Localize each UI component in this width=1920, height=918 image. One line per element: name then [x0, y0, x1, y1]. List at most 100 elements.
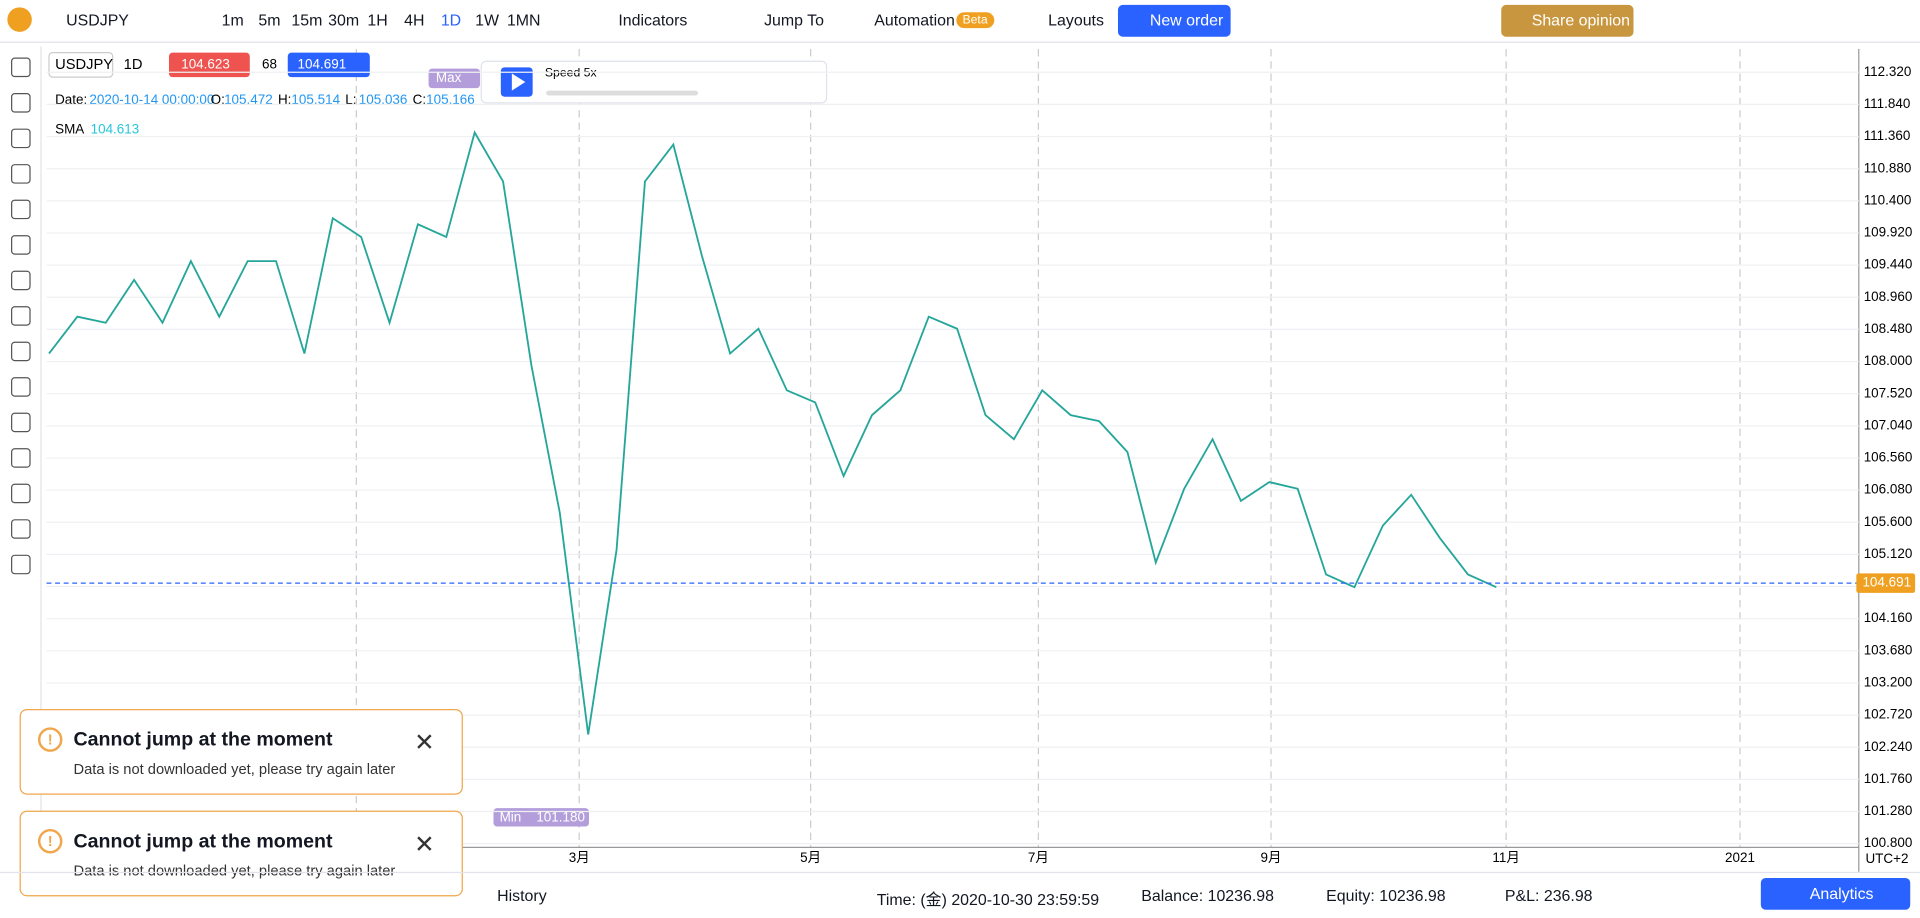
y-tick-label: 105.120 — [1864, 546, 1913, 561]
analytics[interactable]: Analytics — [1760, 877, 1911, 910]
max: Max — [436, 70, 462, 85]
y-tick-label: 104.160 — [1864, 610, 1913, 625]
tf[interactable]: 15m — [291, 11, 323, 30]
x-label: 5月 — [800, 850, 821, 865]
y-tick-label: 108.960 — [1864, 289, 1913, 304]
speed-track[interactable] — [546, 90, 698, 96]
label: H: — [278, 92, 291, 107]
close: 105.166 — [426, 92, 475, 107]
sma: 104.613 — [91, 121, 140, 136]
toast: ! Cannot jump at the moment Data is not do… — [19, 708, 463, 795]
label: L: — [345, 92, 356, 107]
y-tick-label: 106.080 — [1864, 482, 1913, 497]
y-tick-label: 103.680 — [1864, 642, 1913, 657]
min: Min — [500, 810, 522, 825]
y-tick-label: 112.320 — [1864, 64, 1912, 79]
tf[interactable]: 1D — [440, 11, 462, 30]
toast-text: Data is not downloaded yet, please try a… — [73, 760, 396, 778]
y-tick-label: 110.880 — [1864, 160, 1912, 175]
layouts[interactable]: Layouts — [1048, 11, 1104, 30]
y-tick-label: 108.480 — [1864, 321, 1913, 336]
beta-badge: Beta — [956, 12, 994, 29]
play-icon — [511, 73, 526, 91]
time: Time: (金) 2020-10-30 23:59:59 — [876, 890, 1100, 909]
tf[interactable]: 30m — [328, 11, 360, 30]
share-opinion[interactable]: Share opinion — [1501, 4, 1634, 37]
y-tick-label: 107.520 — [1864, 385, 1913, 400]
y-tick-label: 101.280 — [1864, 803, 1913, 818]
min-badge — [493, 808, 589, 827]
tf[interactable]: 1m — [221, 11, 244, 30]
x-label: 2021 — [1725, 850, 1755, 865]
y-tick-label: 102.720 — [1864, 707, 1913, 722]
low: 105.036 — [359, 92, 408, 107]
ask: 104.691 — [298, 56, 347, 71]
y-tick-label: 107.040 — [1864, 417, 1913, 432]
label: C: — [413, 92, 426, 107]
high: 105.514 — [291, 92, 340, 107]
indicators[interactable]: Indicators — [618, 11, 688, 30]
x-label: 3月 — [569, 850, 590, 865]
label: Date: — [55, 92, 87, 107]
timezone: UTC+2 — [1865, 851, 1908, 866]
tf[interactable]: 4H — [404, 11, 425, 30]
tf[interactable]: 1H — [367, 11, 388, 30]
open: 105.472 — [224, 92, 273, 107]
y-tick-label: 106.560 — [1864, 450, 1913, 465]
bid-box[interactable] — [168, 52, 250, 78]
tf[interactable]: 1W — [475, 11, 499, 30]
y-tick-label: 105.600 — [1864, 514, 1913, 529]
legend-symbol: USDJPY — [55, 57, 113, 73]
toast-text: Data is not downloaded yet, please try a… — [73, 862, 396, 880]
tf[interactable]: 5m — [258, 11, 281, 30]
spread: 68 — [262, 56, 277, 71]
replay-player — [480, 60, 828, 104]
new-order[interactable]: New order — [1117, 4, 1231, 37]
tf[interactable]: 1MN — [506, 11, 541, 30]
current-price-box — [1856, 573, 1916, 593]
toast-title: Cannot jump at the moment — [73, 831, 333, 853]
footer: History Time: (金) 2020-10-30 23:59:59 Ba… — [0, 871, 1920, 918]
history-tab[interactable]: History — [497, 886, 547, 905]
warn-icon: ! — [37, 828, 63, 854]
y-tick-label: 100.800 — [1864, 835, 1913, 850]
toast: ! Cannot jump at the moment Data is not do… — [19, 810, 463, 897]
equity: Equity: 10236.98 — [1326, 886, 1446, 905]
date: 2020-10-14 00:00:00 — [89, 92, 214, 107]
y-tick-label: 109.920 — [1864, 225, 1913, 240]
x-label: 11月 — [1492, 850, 1519, 865]
y-tick-label: 109.440 — [1864, 257, 1913, 272]
y-tick-label: 111.360 — [1864, 128, 1911, 143]
y-tick-label: 103.200 — [1864, 675, 1913, 690]
symbol[interactable]: USDJPY — [66, 11, 129, 30]
min-value: 101.180 — [536, 810, 585, 825]
pnl: P&L: 236.98 — [1504, 886, 1593, 905]
current-price: 104.691 — [1862, 575, 1911, 590]
label: SMA — [55, 121, 84, 136]
y-tick-label: 110.400 — [1864, 192, 1912, 207]
automation[interactable]: Automation — [874, 11, 955, 30]
legend-symbol-box — [48, 52, 114, 78]
label: O: — [211, 92, 225, 107]
max-badge — [428, 68, 481, 89]
y-tick-label: 111.840 — [1864, 96, 1911, 111]
close[interactable]: ✕ — [414, 831, 435, 859]
y-tick-label: 101.760 — [1864, 771, 1913, 786]
y-tick-label: 108.000 — [1864, 353, 1913, 368]
warn-icon: ! — [37, 727, 63, 752]
legend-interval[interactable]: 1D — [124, 57, 143, 73]
ask-box[interactable] — [287, 52, 370, 78]
drawing-tools — [0, 46, 42, 867]
logo — [7, 7, 32, 32]
top-toolbar: USDJPY 1m 5m 15m 30m 1H 4H 1D 1W 1MN Ind… — [0, 0, 1920, 43]
toast-title: Cannot jump at the moment — [73, 729, 333, 751]
price-line — [48, 130, 1497, 735]
balance: Balance: 10236.98 — [1141, 886, 1275, 905]
jump-to[interactable]: Jump To — [764, 11, 824, 30]
x-label: 9月 — [1261, 850, 1282, 865]
close[interactable]: ✕ — [414, 729, 435, 757]
x-label: 7月 — [1028, 850, 1049, 865]
